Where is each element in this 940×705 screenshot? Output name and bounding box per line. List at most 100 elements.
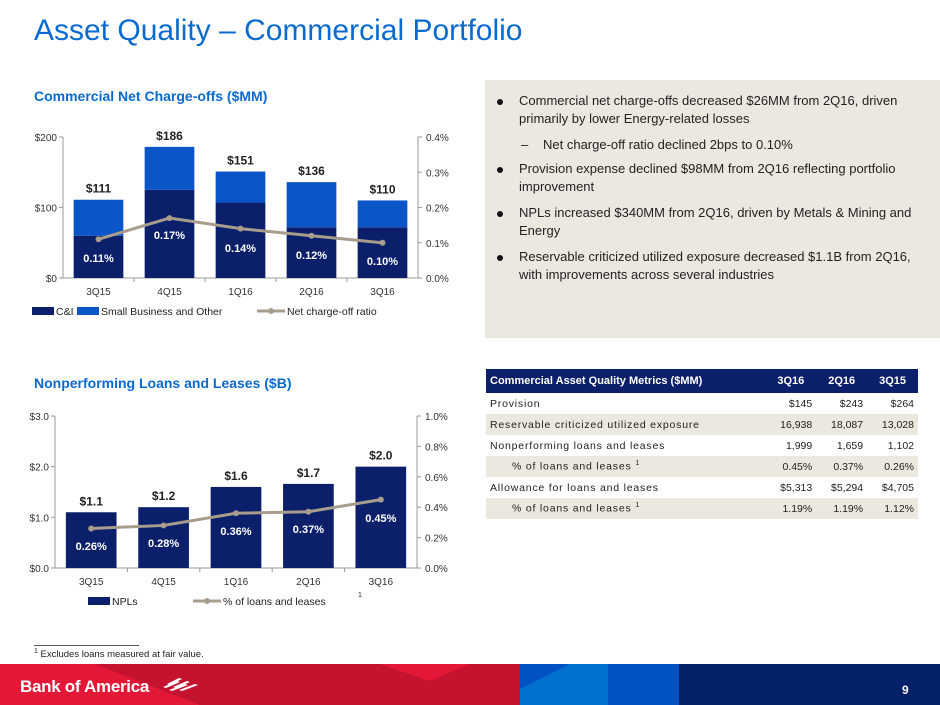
bullet-text: Commercial net charge-offs decreased $26… [519, 93, 898, 126]
cell-value: 1.12% [867, 498, 918, 519]
y2-tick-label: 0.0% [425, 564, 448, 575]
bar-c-i [144, 189, 195, 278]
bullet-text: Net charge-off ratio declined 2bps to 0.… [543, 137, 793, 152]
row-label: Reservable criticized utilized exposure [486, 414, 766, 435]
dash-icon: – [521, 137, 529, 152]
cell-value: $264 [890, 397, 914, 410]
bullet-text: NPLs increased $340MM from 2Q16, driven … [519, 205, 912, 238]
bar-total-label: $136 [298, 164, 325, 178]
bar-total-label: $1.2 [152, 489, 176, 503]
cell-value: $4,705 [881, 481, 914, 494]
commentary-bullets: Commercial net charge-offs decreased $26… [485, 92, 925, 292]
y2-tick-label: 1.0% [425, 412, 448, 423]
bar-total-label: $111 [86, 182, 112, 196]
legend-label: C&I [56, 306, 74, 318]
ratio-point [379, 239, 386, 246]
legend-label: Small Business and Other [101, 306, 223, 318]
y2-tick-label: 0.4% [425, 503, 448, 514]
cell-value: $243 [839, 397, 864, 410]
bullet-text: Provision expense declined $98MM from 2Q… [519, 161, 896, 194]
bar-total-label: $151 [227, 154, 254, 168]
x-tick-label: 2Q16 [296, 577, 321, 588]
legend-label: NPLs [112, 596, 138, 608]
cell-value: 0.26% [867, 456, 918, 477]
legend-footnote-mark: 1 [358, 592, 362, 599]
cell-value: 18,087 [816, 414, 868, 435]
x-tick-label: 1Q16 [224, 577, 249, 588]
cell-value: $5,294 [830, 481, 864, 494]
page-title: Asset Quality – Commercial Portfolio [34, 14, 523, 47]
footnote: 1 Excludes loans measured at fair value. [34, 648, 204, 660]
legend-line-marker [204, 598, 210, 604]
column-header: 3Q16 [765, 369, 817, 393]
row-label: Allowance for loans and leases [490, 481, 659, 494]
ratio-label: 0.14% [225, 243, 256, 255]
bar-c-i [73, 235, 124, 278]
ratio-label: 0.26% [76, 541, 107, 553]
table-row: Reservable criticized utilized exposure 1… [486, 414, 918, 435]
bar-total-label: $1.1 [80, 494, 104, 508]
commentary-bullet: Reservable criticized utilized exposure … [485, 248, 925, 284]
y-tick-label: $1.0 [30, 513, 50, 524]
bar-c-i [215, 202, 266, 278]
bar-total-label: $1.7 [297, 466, 321, 480]
legend-label: % of loans and leases [223, 596, 326, 608]
footnote-text: Excludes loans measured at fair value. [40, 649, 204, 661]
net-charge-offs-chart: $0 $100 $200 0.0% 0.1% 0.2% 0.3% 0.4% $111 3Q15 $1… [32, 129, 449, 318]
bar-small-business-and-other [286, 182, 337, 228]
table-title: Commercial Asset Quality Metrics ($MM) [486, 369, 766, 393]
cell-value: $5,313 [780, 481, 813, 494]
bar-npls [210, 486, 262, 568]
bar-small-business-and-other [144, 146, 195, 190]
y2-tick-label: 0.3% [426, 168, 449, 179]
bar-total-label: $1.6 [224, 469, 248, 483]
ratio-label: 0.36% [220, 526, 251, 538]
bar-small-business-and-other [215, 171, 266, 203]
ratio-point [166, 215, 173, 222]
cell-value: 1,102 [887, 439, 914, 452]
ratio-point [160, 522, 167, 529]
bar-c-i [357, 227, 408, 278]
bar-npls [138, 507, 189, 568]
x-tick-label: 2Q16 [299, 287, 324, 298]
x-tick-label: 3Q15 [79, 577, 104, 588]
ratio-point [377, 496, 384, 503]
bar-small-business-and-other [357, 200, 408, 228]
y2-tick-label: 0.8% [425, 442, 448, 453]
ratio-point [95, 236, 102, 243]
brand-name: Bank of America [20, 677, 150, 696]
page-number: 9 [902, 683, 909, 697]
bullet-text: Reservable criticized utilized exposure … [519, 249, 911, 282]
cell-value: 0.37% [816, 456, 868, 477]
y2-tick-label: 0.2% [425, 534, 448, 545]
ratio-point [305, 508, 312, 515]
y-tick-label: $200 [35, 133, 58, 144]
ratio-label: 0.10% [367, 256, 398, 268]
cell-value: 1.19% [765, 498, 817, 519]
y2-tick-label: 0.4% [426, 133, 449, 144]
ratio-label: 0.45% [365, 513, 396, 525]
footnote-mark: 1 [34, 648, 38, 655]
bar-npls [65, 512, 117, 568]
chart2-title: Nonperforming Loans and Leases ($B) [34, 375, 292, 391]
commentary-bullet: Provision expense declined $98MM from 2Q… [485, 160, 925, 196]
bank-of-america-logo: Bank of America [20, 676, 199, 697]
bar-total-label: $110 [369, 182, 395, 196]
x-tick-label: 3Q15 [86, 287, 111, 298]
y-tick-label: $0.0 [30, 564, 50, 575]
cell-value: 16,938 [765, 414, 817, 435]
commentary-bullet: Commercial net charge-offs decreased $26… [485, 92, 925, 128]
ratio-label: 0.11% [83, 253, 114, 265]
y-tick-label: $100 [35, 204, 58, 215]
cell-value: 1,659 [836, 439, 864, 452]
table-row: Provision $145 $243 $264 [486, 393, 918, 414]
legend-swatch [32, 307, 54, 315]
bar-npls [355, 466, 407, 568]
ratio-label: 0.12% [296, 250, 327, 262]
flag-logo-icon [163, 678, 199, 691]
table-row: Nonperforming loans and leases 1,999 1,659… [486, 435, 918, 456]
y2-tick-label: 0.6% [425, 473, 448, 484]
cell-value: 13,028 [867, 414, 918, 435]
cell-value: 0.45% [765, 456, 817, 477]
ratio-point [308, 232, 315, 239]
